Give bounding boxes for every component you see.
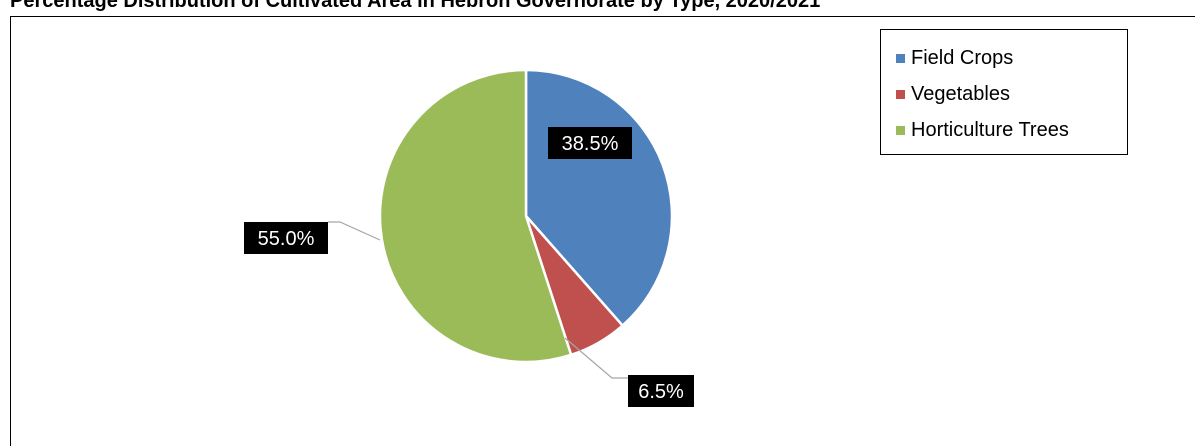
- chart-frame: [10, 16, 1195, 446]
- leader-line-horticulture-trees: [328, 221, 381, 241]
- leader-line-vegetables: [564, 337, 628, 379]
- pie-chart: 38.5% 6.5% 55.0%: [244, 68, 694, 407]
- chart-legend: Field Crops Vegetables Horticulture Tree…: [880, 29, 1128, 155]
- legend-label-vegetables: Vegetables: [911, 83, 1010, 105]
- legend-swatch-vegetables: [896, 89, 905, 99]
- legend-label-horticulture-trees: Horticulture Trees: [911, 119, 1069, 141]
- data-label-vegetables: 6.5%: [638, 381, 684, 403]
- chart-title: Percentage Distribution of Cultivated Ar…: [10, 0, 821, 12]
- legend-item-field-crops: Field Crops: [881, 40, 1127, 76]
- legend-label-field-crops: Field Crops: [911, 47, 1014, 69]
- legend-item-horticulture-trees: Horticulture Trees: [881, 112, 1127, 148]
- data-label-horticulture-trees: 55.0%: [258, 228, 315, 250]
- data-label-box-horticulture-trees: [244, 222, 328, 254]
- legend-swatch-field-crops: [896, 53, 905, 63]
- data-label-field-crops: 38.5%: [562, 133, 619, 155]
- legend-item-vegetables: Vegetables: [881, 76, 1127, 112]
- pie-slice-horticulture-trees: [378, 68, 573, 364]
- data-label-box-field-crops: [548, 127, 632, 159]
- legend-swatch-horticulture-trees: [896, 125, 905, 135]
- data-label-box-vegetables: [628, 375, 694, 407]
